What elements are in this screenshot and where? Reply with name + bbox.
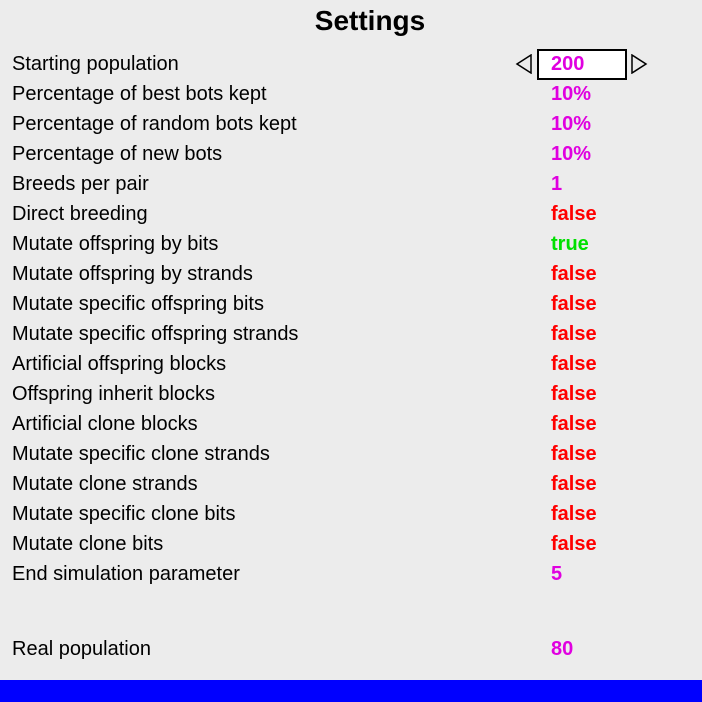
real-population-value: 80 [551, 638, 574, 660]
setting-value[interactable]: false [551, 263, 597, 285]
increase-arrow-icon[interactable] [630, 54, 648, 74]
setting-row-breeds-per-pair[interactable]: Breeds per pair 1 [0, 169, 702, 199]
setting-label: Mutate offspring by strands [12, 263, 253, 285]
setting-value[interactable]: 1 [551, 173, 563, 195]
setting-value[interactable]: 200 [551, 53, 585, 75]
setting-value[interactable]: true [551, 233, 589, 255]
spacer [0, 589, 702, 634]
setting-row-mutate-clone-bits[interactable]: Mutate clone bits false [0, 529, 702, 559]
setting-row-mutate-clone-strands[interactable]: Mutate clone strands false [0, 469, 702, 499]
setting-value[interactable]: 10% [551, 113, 592, 135]
setting-label: Percentage of new bots [12, 143, 223, 165]
setting-row-starting-population[interactable]: Starting population 200 [0, 49, 702, 80]
setting-value[interactable]: false [551, 203, 597, 225]
setting-label: Direct breeding [12, 203, 148, 225]
setting-row-mutate-specific-clone-strands[interactable]: Mutate specific clone strands false [0, 439, 702, 469]
setting-row-artificial-offspring-blocks[interactable]: Artificial offspring blocks false [0, 349, 702, 379]
setting-label: Starting population [12, 53, 179, 75]
setting-row-mutate-offspring-strands[interactable]: Mutate offspring by strands false [0, 259, 702, 289]
setting-label: Mutate offspring by bits [12, 233, 219, 255]
setting-label: Mutate specific clone strands [12, 443, 270, 465]
setting-row-direct-breeding[interactable]: Direct breeding false [0, 199, 702, 229]
setting-value[interactable]: false [551, 323, 597, 345]
setting-label: Percentage of best bots kept [12, 83, 267, 105]
setting-value[interactable]: false [551, 443, 597, 465]
setting-row-mutate-specific-offspring-strands[interactable]: Mutate specific offspring strands false [0, 319, 702, 349]
setting-row-mutate-specific-offspring-bits[interactable]: Mutate specific offspring bits false [0, 289, 702, 319]
setting-row-end-simulation-parameter[interactable]: End simulation parameter 5 [0, 559, 702, 589]
setting-row-mutate-specific-clone-bits[interactable]: Mutate specific clone bits false [0, 499, 702, 529]
selected-value-box[interactable] [537, 49, 627, 80]
page-title: Settings [314, 5, 426, 36]
setting-label: Breeds per pair [12, 173, 149, 195]
setting-value[interactable]: false [551, 383, 597, 405]
real-population-row: Real population 80 [0, 634, 702, 664]
setting-value[interactable]: 5 [551, 563, 563, 585]
decrease-arrow-icon[interactable] [515, 54, 533, 74]
setting-value[interactable]: 10% [551, 143, 592, 165]
setting-row-best-bots-kept[interactable]: Percentage of best bots kept 10% [0, 79, 702, 109]
setting-row-new-bots[interactable]: Percentage of new bots 10% [0, 139, 702, 169]
bottom-status-bar [0, 680, 702, 702]
settings-list: Starting population 200 Percentage of be… [0, 49, 702, 664]
real-population-label: Real population [12, 638, 151, 660]
setting-value[interactable]: false [551, 293, 597, 315]
setting-value[interactable]: false [551, 413, 597, 435]
setting-label: Mutate clone strands [12, 473, 198, 495]
setting-value[interactable]: false [551, 473, 597, 495]
setting-label: Mutate clone bits [12, 533, 164, 555]
setting-value[interactable]: false [551, 533, 597, 555]
setting-label: Artificial offspring blocks [12, 353, 227, 375]
setting-row-random-bots-kept[interactable]: Percentage of random bots kept 10% [0, 109, 702, 139]
setting-label: Artificial clone blocks [12, 413, 198, 435]
setting-value[interactable]: false [551, 503, 597, 525]
setting-label: End simulation parameter [12, 563, 240, 585]
setting-value[interactable]: false [551, 353, 597, 375]
setting-row-offspring-inherit-blocks[interactable]: Offspring inherit blocks false [0, 379, 702, 409]
setting-label: Offspring inherit blocks [12, 383, 216, 405]
setting-label: Percentage of random bots kept [12, 113, 297, 135]
setting-label: Mutate specific offspring strands [12, 323, 299, 345]
setting-label: Mutate specific offspring bits [12, 293, 264, 315]
setting-value[interactable]: 10% [551, 83, 592, 105]
setting-row-mutate-offspring-bits[interactable]: Mutate offspring by bits true [0, 229, 702, 259]
setting-label: Mutate specific clone bits [12, 503, 236, 525]
setting-row-artificial-clone-blocks[interactable]: Artificial clone blocks false [0, 409, 702, 439]
